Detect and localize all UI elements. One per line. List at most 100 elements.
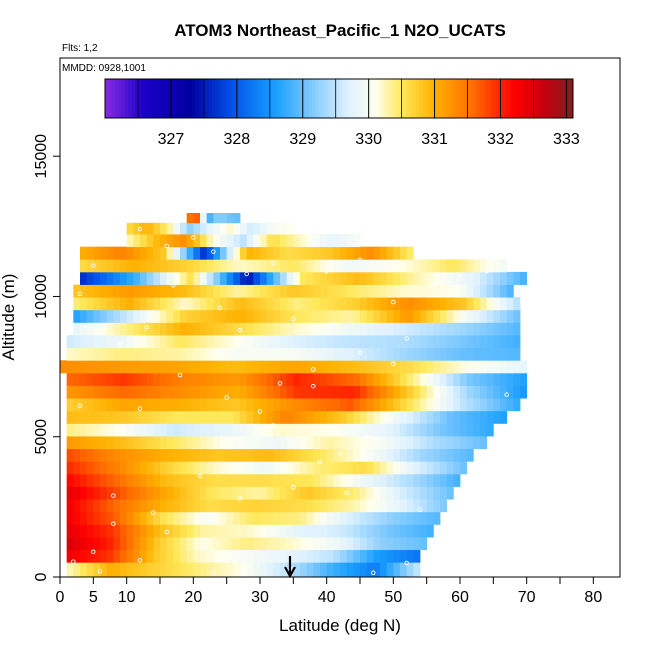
colorbar-swatch [278, 79, 283, 118]
heatmap-cell [66, 360, 74, 374]
heatmap-cell [86, 511, 94, 525]
heatmap-cell [460, 372, 468, 386]
heatmap-cell [373, 297, 381, 311]
heatmap-cell [280, 473, 288, 487]
heatmap-cell [120, 473, 128, 487]
heatmap-cell [146, 537, 154, 551]
heatmap-cell [346, 448, 354, 462]
heatmap-cell [133, 284, 141, 298]
heatmap-cell [406, 309, 414, 323]
heatmap-cell [333, 511, 341, 525]
colorbar-swatch [255, 79, 260, 118]
heatmap-cell [320, 246, 328, 260]
heatmap-cell [460, 461, 468, 475]
heatmap-cell [213, 271, 221, 285]
heatmap-cell [493, 372, 501, 386]
heatmap-cell [486, 271, 494, 285]
heatmap-cell [186, 436, 194, 450]
heatmap-cell [180, 549, 188, 563]
heatmap-cell [160, 309, 168, 323]
heatmap-cell [446, 297, 454, 311]
heatmap-cell [266, 309, 274, 323]
heatmap-cell [393, 259, 401, 273]
heatmap-cell [213, 448, 221, 462]
heatmap-cell [146, 322, 154, 336]
heatmap-cell [493, 309, 501, 323]
heatmap-cell [286, 410, 294, 424]
heatmap-cell [66, 436, 74, 450]
heatmap-cell [86, 259, 94, 273]
heatmap-cell [346, 234, 354, 248]
heatmap-cell [153, 537, 161, 551]
colorbar-swatch [509, 79, 514, 118]
heatmap-cell [413, 473, 421, 487]
heatmap-cell [400, 499, 408, 513]
heatmap-cell [66, 385, 74, 399]
heatmap-cell [246, 271, 254, 285]
heatmap-cell [473, 309, 481, 323]
flights-note: Flts: 1,2 [62, 43, 98, 54]
colorbar-swatch [506, 79, 510, 118]
heatmap-cell [353, 398, 361, 412]
y-tick-label: 0 [33, 572, 50, 581]
heatmap-cell [153, 486, 161, 500]
heatmap-cell [313, 410, 321, 424]
heatmap-cell [266, 271, 274, 285]
heatmap-cell [240, 360, 248, 374]
heatmap-cell [86, 549, 94, 563]
heatmap-cell [253, 284, 261, 298]
y-axis-label: Altitude (m) [0, 274, 18, 361]
heatmap-cell [280, 284, 288, 298]
heatmap-cell [133, 297, 141, 311]
heatmap-layer [66, 436, 488, 450]
colorbar-swatch [476, 79, 480, 118]
heatmap-cell [446, 461, 454, 475]
heatmap-cell [293, 499, 301, 513]
heatmap-cell [386, 259, 394, 273]
heatmap-cell [273, 246, 281, 260]
heatmap-cell [73, 499, 81, 513]
heatmap-cell [253, 410, 261, 424]
heatmap-cell [260, 562, 268, 578]
heatmap-cell [373, 322, 381, 336]
heatmap-cell [406, 549, 414, 563]
colorbar-swatch [178, 79, 183, 118]
sample-point [244, 271, 249, 277]
heatmap-cell [506, 385, 514, 399]
colorbar-swatch [405, 79, 410, 118]
colorbar-swatch [222, 79, 226, 118]
heatmap-cell [326, 473, 334, 487]
heatmap-cell [193, 234, 201, 248]
heatmap-cell [273, 461, 281, 475]
heatmap-cell [440, 284, 448, 298]
heatmap-cell [353, 511, 361, 525]
heatmap-cell [186, 410, 194, 424]
heatmap-cell [186, 473, 194, 487]
heatmap-cell [366, 511, 374, 525]
heatmap-cell [306, 347, 314, 361]
heatmap-cell [400, 410, 408, 424]
heatmap-cell [460, 436, 468, 450]
heatmap-cell [180, 234, 188, 248]
heatmap-cell [373, 347, 381, 361]
heatmap-cell [240, 524, 248, 538]
heatmap-cell [193, 410, 201, 424]
heatmap-cell [386, 499, 394, 513]
colorbar-swatch [335, 79, 340, 118]
heatmap-cell [120, 271, 128, 285]
heatmap-cell [206, 448, 214, 462]
heatmap-cell [200, 347, 208, 361]
heatmap-cell [266, 385, 274, 399]
heatmap-cell [426, 297, 434, 311]
heatmap-cell [193, 360, 201, 374]
heatmap-cell [453, 360, 461, 374]
heatmap-cell [420, 309, 428, 323]
heatmap-cell [366, 398, 374, 412]
heatmap-cell [140, 222, 148, 235]
heatmap-cell [206, 549, 214, 563]
heatmap-cell [200, 499, 208, 513]
heatmap-cell [173, 385, 181, 399]
heatmap-cell [466, 284, 474, 298]
heatmap-cell [133, 448, 141, 462]
heatmap-cell [126, 234, 134, 248]
